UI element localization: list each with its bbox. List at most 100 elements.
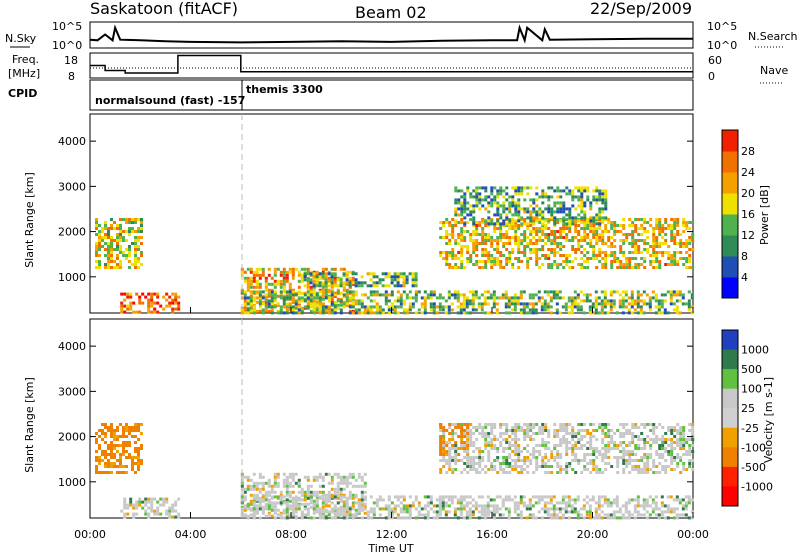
power-cell — [423, 305, 427, 309]
power-cell — [372, 284, 376, 288]
power-cell — [333, 308, 337, 312]
power-cell — [447, 296, 451, 300]
velocity-cell — [622, 453, 626, 456]
power-cell — [249, 267, 253, 271]
velocity-cell — [441, 495, 445, 499]
velocity-cell — [546, 510, 550, 514]
velocity-cell — [399, 501, 403, 505]
power-cell — [559, 204, 563, 208]
velocity-cell — [110, 426, 113, 429]
velocity-cell — [670, 444, 674, 447]
power-cell — [595, 257, 599, 260]
power-cell — [550, 239, 554, 242]
velocity-cell — [324, 498, 328, 502]
power-cell — [315, 300, 319, 304]
velocity-cell — [514, 450, 518, 453]
velocity-cell — [174, 500, 178, 504]
power-cell — [601, 263, 605, 266]
power-cell — [107, 248, 110, 251]
power-cell — [336, 284, 340, 288]
noise-tick-left-bottom: 10^0 — [52, 39, 82, 52]
power-cell — [297, 270, 301, 274]
power-cell — [607, 221, 611, 224]
velocity-cell — [357, 472, 361, 476]
velocity-cell — [454, 447, 458, 450]
power-cell — [483, 311, 487, 315]
velocity-cell — [339, 505, 343, 509]
velocity-cell — [633, 498, 637, 502]
velocity-cell — [448, 447, 452, 450]
power-cell — [586, 266, 590, 269]
velocity-cell — [273, 501, 277, 505]
power-cell — [348, 299, 352, 303]
velocity-cell — [519, 501, 523, 505]
velocity-cell — [655, 465, 659, 468]
velocity-cell — [402, 498, 406, 502]
velocity-cell — [652, 462, 656, 465]
velocity-cell — [487, 444, 491, 447]
power-cell — [481, 198, 485, 202]
power-cell — [252, 296, 256, 300]
velocity-cell — [631, 450, 635, 453]
power-cell — [466, 213, 470, 217]
power-cell — [137, 266, 140, 269]
power-cell — [625, 236, 629, 239]
velocity-cell — [627, 516, 631, 520]
power-cell — [556, 189, 560, 193]
power-cell — [628, 251, 632, 254]
power-cell — [339, 308, 343, 312]
power-cell — [255, 296, 259, 300]
velocity-colorbar-swatch — [722, 447, 738, 468]
velocity-cell — [637, 435, 641, 438]
velocity-cell — [559, 465, 563, 468]
velocity-cell — [631, 426, 635, 429]
power-cell — [544, 192, 548, 196]
power-cell — [588, 311, 592, 315]
power-cell — [138, 301, 142, 305]
velocity-cell — [541, 426, 545, 429]
velocity-cell — [612, 516, 616, 520]
velocity-cell — [303, 505, 307, 509]
velocity-cell — [490, 438, 494, 441]
velocity-cell — [177, 515, 181, 519]
power-cell — [104, 266, 107, 269]
power-cell — [330, 275, 334, 279]
velocity-cell — [270, 514, 274, 518]
power-cell — [460, 210, 464, 214]
power-cell — [465, 296, 469, 300]
power-cell — [618, 293, 622, 297]
velocity-cell — [658, 447, 662, 450]
power-cell — [634, 242, 638, 245]
velocity-cell — [648, 504, 652, 508]
power-cell — [553, 236, 557, 239]
velocity-cell — [318, 484, 322, 488]
power-cell — [639, 308, 643, 312]
velocity-cell — [679, 438, 683, 441]
power-cell — [577, 263, 581, 266]
power-cell — [396, 311, 400, 315]
power-cell — [492, 299, 496, 303]
power-cell — [594, 305, 598, 309]
power-cell — [592, 227, 596, 230]
velocity-cell — [315, 501, 319, 505]
velocity-cell — [466, 471, 470, 474]
power-cell — [538, 207, 542, 211]
velocity-cell — [460, 471, 464, 474]
velocity-cell — [414, 498, 418, 502]
velocity-cell — [318, 510, 322, 514]
power-cell — [508, 242, 512, 245]
velocity-cell — [321, 501, 325, 505]
power-cell — [126, 304, 130, 308]
velocity-cell — [595, 456, 599, 459]
velocity-cell — [321, 484, 325, 488]
power-cell — [675, 299, 679, 303]
power-cell — [168, 295, 172, 299]
power-cell — [426, 293, 430, 297]
velocity-cell — [126, 503, 130, 507]
power-cell — [571, 222, 575, 226]
power-cell — [670, 254, 674, 257]
velocity-cell — [631, 423, 635, 426]
velocity-cell — [679, 456, 683, 459]
power-cell — [333, 291, 337, 295]
velocity-cell — [667, 438, 671, 441]
